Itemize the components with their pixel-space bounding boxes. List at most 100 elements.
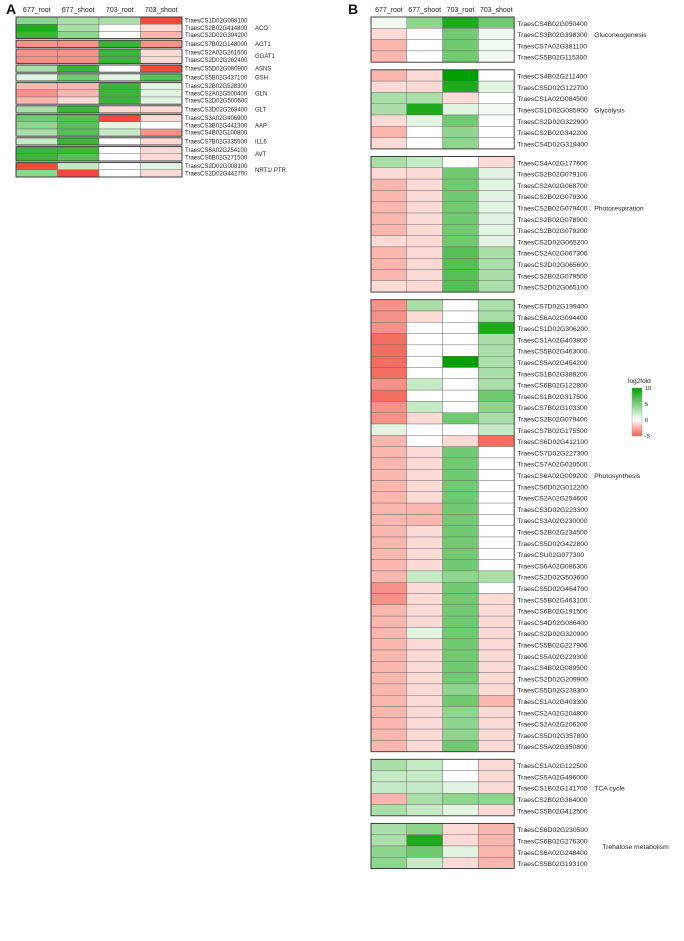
heatmap-cell <box>140 169 183 178</box>
heatmap-cell <box>140 162 183 171</box>
gene-label: TraesCS2B02G528300 <box>185 84 248 90</box>
heatmap-cell <box>370 804 407 817</box>
heatmap-cell <box>406 570 443 583</box>
group-label: TCA cycle <box>594 786 625 793</box>
heatmap-cell <box>370 310 407 323</box>
heatmap-cell <box>370 401 407 413</box>
heatmap-cell <box>57 48 100 57</box>
heatmap-cell <box>442 804 479 817</box>
heatmap-cell <box>57 137 100 146</box>
gene-label: TraesCS3D02G268400 <box>185 107 248 113</box>
heatmap-cell <box>478 615 515 628</box>
heatmap-cell <box>57 82 100 90</box>
heatmap-cell <box>370 615 407 628</box>
heatmap-cell <box>478 559 515 572</box>
heatmap-cell <box>406 280 443 293</box>
group-border <box>15 73 183 82</box>
heatmap-cell <box>478 299 515 312</box>
gene-label: TraesCS2B02G342200 <box>517 130 588 137</box>
heatmap-cell <box>406 728 443 741</box>
heatmap-cell <box>15 137 58 146</box>
heatmap-cell <box>15 73 58 82</box>
gene-label: TraesCS5B02G412500 <box>517 808 588 815</box>
gene-label: TraesCS7B02G175500 <box>517 428 588 435</box>
heatmap-cell <box>442 834 479 847</box>
heatmap-cell <box>406 378 443 391</box>
heatmap-cell <box>442 770 479 783</box>
heatmap-cell <box>370 491 407 504</box>
gene-label: TraesCS2D02G209900 <box>517 676 588 683</box>
heatmap-cell <box>442 69 479 82</box>
heatmap-cell <box>57 114 100 122</box>
heatmap-cell <box>370 212 407 225</box>
heatmap-cell <box>478 672 515 685</box>
heatmap-cell <box>370 137 407 150</box>
gene-label: TraesCS7A02G020500 <box>517 462 588 469</box>
heatmap-cell <box>442 412 479 425</box>
heatmap-cell <box>478 333 515 346</box>
heatmap-cell <box>442 570 479 583</box>
heatmap-cell <box>57 16 100 25</box>
heatmap-cell <box>370 672 407 685</box>
heatmap-cell <box>370 559 407 572</box>
heatmap-cell <box>98 169 141 178</box>
gene-label: TraesCS3B02G441300 <box>185 123 248 129</box>
heatmap-cell <box>478 604 515 617</box>
row-group: TraesCS4B02G211400 TraesCS5D02G122700 Trae… <box>370 69 625 150</box>
heatmap-cell <box>406 759 443 771</box>
heatmap-cell <box>406 190 443 202</box>
heatmap-cell <box>370 435 407 447</box>
heatmap-cell <box>57 121 100 130</box>
heatmap-cell <box>98 31 141 39</box>
heatmap-cell <box>406 126 443 138</box>
heatmap-cell <box>98 16 141 25</box>
heatmap-cell <box>406 344 443 357</box>
heatmap-cell <box>57 169 100 178</box>
heatmap-cell <box>98 146 141 155</box>
heatmap-cell <box>478 793 515 805</box>
heatmap-cell <box>140 121 183 130</box>
gene-label: TraesCSU02G077300 <box>517 552 584 559</box>
heatmap-cell <box>406 615 443 628</box>
heatmap-cell <box>15 89 58 98</box>
row-group: TraesCS7B02G148000 AGT1 <box>15 39 271 48</box>
heatmap-cell <box>406 401 443 413</box>
heatmap-cell <box>478 178 515 191</box>
column-header: 677_shoot <box>62 7 95 14</box>
heatmap-cell <box>98 48 141 57</box>
heatmap-cell <box>98 82 141 90</box>
heatmap-cell <box>15 40 58 48</box>
heatmap-cell <box>140 56 183 64</box>
heatmap-cell <box>406 167 443 180</box>
heatmap-cell <box>406 446 443 459</box>
heatmap-cell <box>406 212 443 225</box>
gene-label: TraesCS5A02G350800 <box>517 744 588 751</box>
heatmap-cell <box>478 16 515 29</box>
heatmap-cell <box>442 389 479 402</box>
heatmap-cell <box>15 105 58 114</box>
gene-label: TraesCS2D02G065200 <box>517 239 588 246</box>
heatmap-cell <box>57 105 100 114</box>
heatmap-cell <box>406 502 443 515</box>
group-border <box>15 114 183 137</box>
heatmap-cell <box>478 627 515 639</box>
heatmap-cell <box>442 728 479 741</box>
heatmap-cell <box>442 322 479 334</box>
column-header: 703_shoot <box>145 7 178 14</box>
heatmap-cell <box>370 423 407 436</box>
heatmap-cell <box>406 389 443 402</box>
gene-label: TraesCS6B02G191500 <box>517 609 588 616</box>
heatmap-cell <box>478 92 515 104</box>
heatmap-cell <box>442 502 479 515</box>
row-group: TraesCS7D02G199400 TraesCS6A02G094400 Trae… <box>370 299 641 753</box>
heatmap-cell <box>406 582 443 594</box>
heatmap-cell <box>370 627 407 639</box>
heatmap-cell <box>442 469 479 481</box>
heatmap-cell <box>140 137 183 146</box>
row-group: TraesCS7B02G335500 ILL6 <box>15 137 267 146</box>
heatmap-cell <box>406 299 443 312</box>
row-group: TraesCS3D02G268400 GLT <box>15 105 267 114</box>
